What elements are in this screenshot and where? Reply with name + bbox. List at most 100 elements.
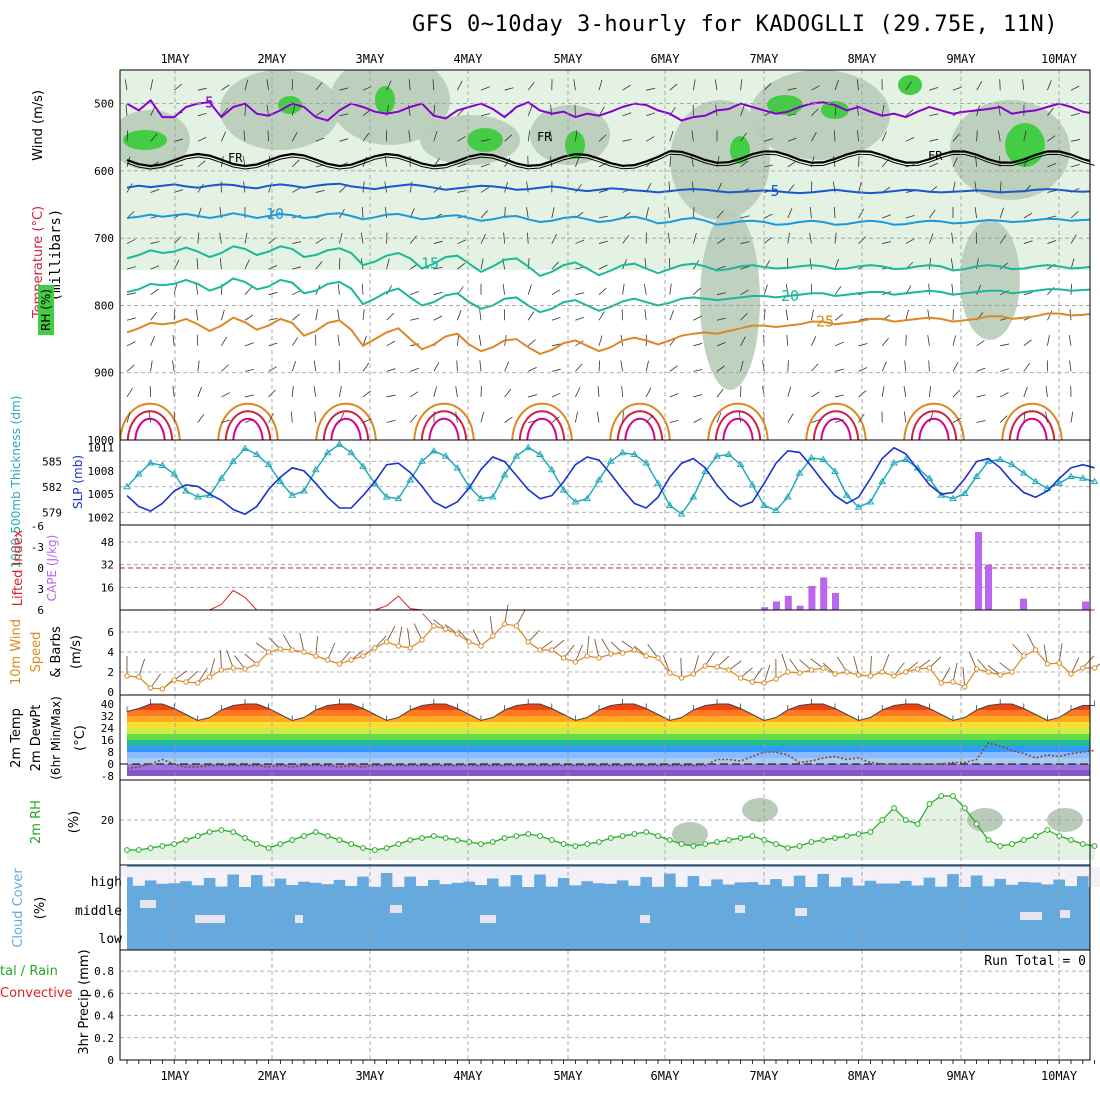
- wind-barb: [479, 360, 482, 372]
- wind-barb: [410, 317, 420, 321]
- wind-barb: [787, 413, 794, 423]
- wind-barb: [150, 188, 160, 193]
- wind-barb: [480, 233, 486, 244]
- wind-barb: [150, 133, 158, 142]
- lifted-tick: -3: [31, 541, 44, 554]
- thickness-point: [878, 477, 887, 485]
- thickness-point: [264, 460, 273, 468]
- wind-barb: [386, 419, 396, 423]
- wind-barb: [504, 361, 510, 372]
- wind-barb: [1047, 163, 1057, 168]
- day-label-top: 10MAY: [1041, 52, 1078, 66]
- thickness-axis-label: 1000-500mb Thickness (dm): [9, 396, 23, 569]
- wind-speed-point: [218, 667, 225, 673]
- thickness-point: [1090, 477, 1099, 485]
- surface-wind-barb: [234, 655, 246, 670]
- wind-barb: [268, 292, 278, 296]
- wind-speed-point: [796, 670, 803, 676]
- thickness-point: [1078, 474, 1087, 481]
- wind-barb: [740, 215, 750, 219]
- wind-speed-point: [950, 679, 956, 685]
- slp-tick: 1008: [88, 465, 115, 478]
- wind-barb: [433, 130, 438, 142]
- wind-barb: [1093, 258, 1095, 269]
- surface-isotherm: [217, 402, 279, 440]
- rh-point: [666, 837, 673, 843]
- run-total-label: Run Total = 0: [984, 954, 1086, 969]
- thickness-point: [630, 450, 639, 457]
- wind-barb: [291, 361, 296, 372]
- surface-wind-barb: [881, 654, 890, 673]
- wind-barb: [1047, 335, 1050, 346]
- thickness-point: [477, 494, 485, 502]
- isotherm-line: [126, 312, 1090, 355]
- wind-barb: [881, 337, 889, 347]
- temp-band: [127, 704, 1090, 710]
- wind-barb: [291, 313, 300, 321]
- wind-barb: [575, 292, 585, 296]
- wind-speed-point: [195, 680, 201, 686]
- wind-barb: [952, 335, 957, 346]
- wind-barb: [1094, 309, 1095, 320]
- day-label-bottom: 5MAY: [554, 1069, 584, 1083]
- thickness-point: [311, 465, 320, 473]
- wind-barb: [667, 207, 671, 219]
- wind-barb: [1047, 107, 1054, 116]
- wind-barb: [740, 132, 747, 142]
- wind-barb: [976, 130, 978, 142]
- rh-point: [572, 843, 579, 849]
- wind-speed-point: [1091, 665, 1098, 671]
- cloud-high-gap: [180, 867, 192, 882]
- day-label-bottom: 4MAY: [454, 1069, 484, 1083]
- cloud-high-gap: [321, 867, 334, 885]
- wind-barb: [881, 361, 887, 372]
- wind-barb: [832, 156, 836, 167]
- wind-barb: [929, 86, 939, 91]
- wind-barb: [292, 187, 301, 193]
- slp-line: [126, 446, 1095, 516]
- wind-barb: [858, 367, 868, 372]
- wind-barb: [148, 411, 151, 423]
- wind-barb: [480, 86, 490, 91]
- wind-barb: [410, 367, 419, 372]
- cape-bar: [1082, 601, 1089, 610]
- day-label-top: 7MAY: [750, 52, 780, 66]
- wind-barb: [244, 342, 254, 347]
- cloud-high-gap: [817, 867, 830, 874]
- surface-wind-barb: [952, 662, 958, 683]
- thickness-point: [736, 460, 745, 468]
- wind-barb: [1047, 135, 1056, 142]
- wind-barb: [1023, 212, 1033, 219]
- wind-barb: [1045, 411, 1048, 423]
- cloud-high-gap: [652, 867, 664, 887]
- wind-barb: [244, 286, 252, 295]
- surface-wind-barb: [1082, 655, 1095, 669]
- wind-barb: [929, 209, 936, 219]
- surface-wind-barb: [837, 656, 848, 673]
- wind-speed-point: [667, 670, 673, 676]
- wind-barb: [386, 394, 396, 398]
- wind-barb: [197, 160, 206, 168]
- wind-barb: [150, 106, 156, 116]
- wind-barb: [457, 190, 467, 193]
- surface-wind-barb: [489, 616, 494, 637]
- wind-axis-label: Wind (m/s): [31, 90, 46, 161]
- wind-speed-point: [525, 639, 531, 645]
- wind-barb: [221, 84, 230, 91]
- wind-speed-point: [643, 653, 649, 659]
- rh-point: [289, 837, 296, 843]
- wind-barb: [998, 130, 1001, 142]
- wind-barb: [527, 339, 536, 347]
- wind-speed-point: [301, 649, 307, 655]
- cloud-high-gap: [486, 867, 499, 879]
- surface-wind-barb: [763, 664, 771, 684]
- cape-tick: 32: [101, 559, 114, 572]
- rh-point: [466, 839, 473, 845]
- surface-wind-barb: [299, 632, 305, 653]
- wind-barb: [1023, 362, 1031, 372]
- cloud-high-gap: [994, 867, 1007, 879]
- wind-speed-point: [407, 645, 413, 651]
- wind-barb: [433, 266, 443, 270]
- wind-barb: [244, 314, 254, 321]
- thickness-point: [901, 455, 910, 463]
